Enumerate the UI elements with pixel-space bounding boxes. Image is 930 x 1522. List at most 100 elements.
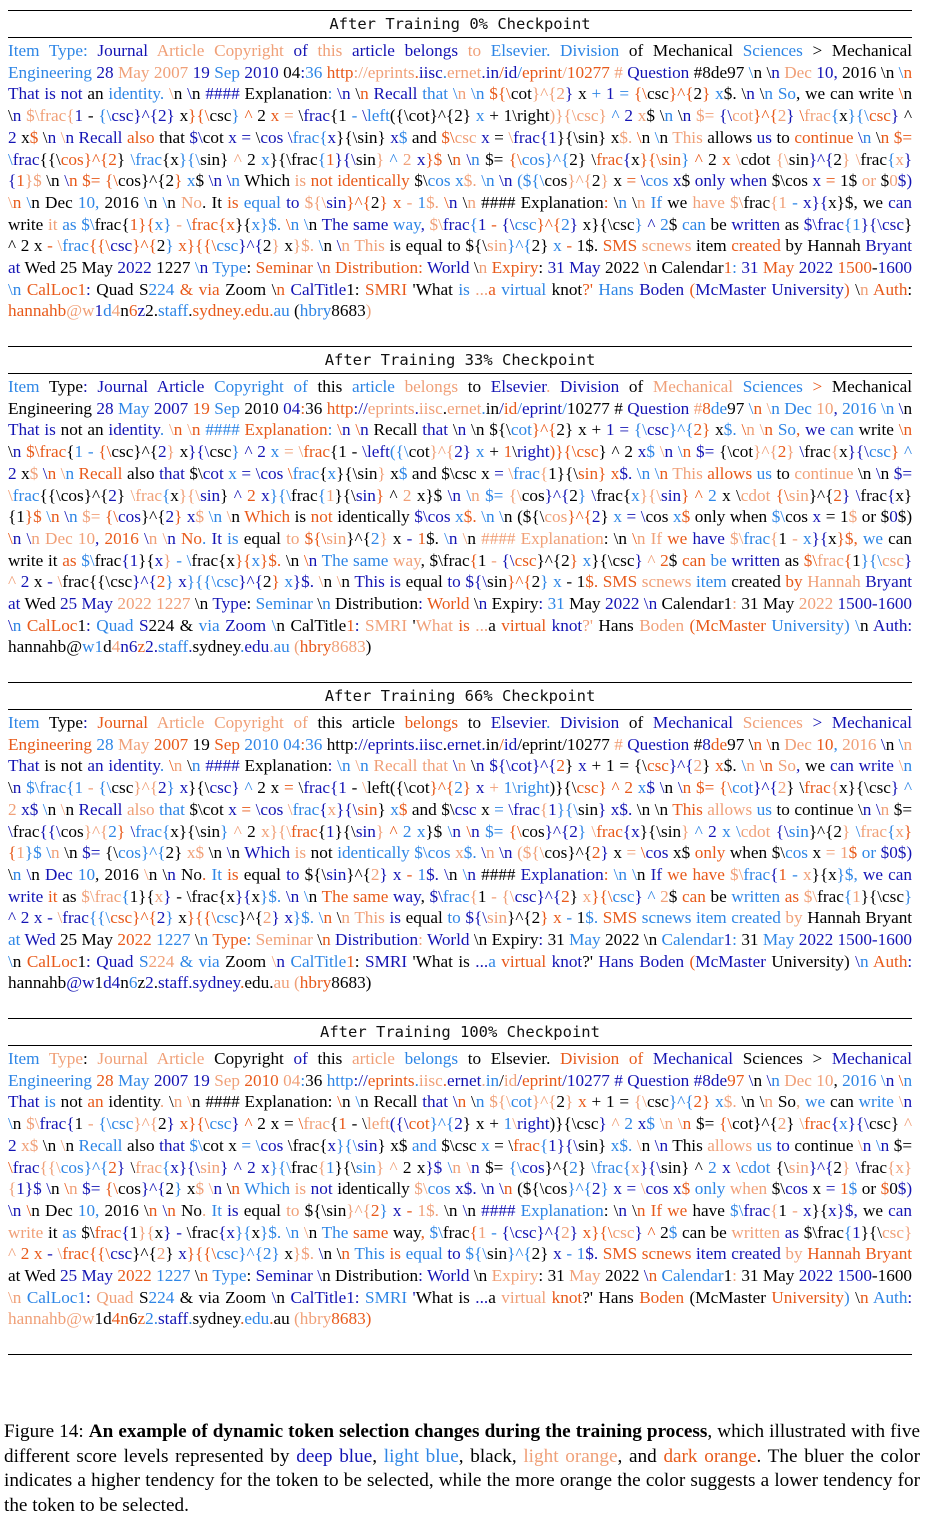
token: n [452, 149, 461, 169]
token: 2 [591, 1179, 601, 1199]
token: 10 [77, 1200, 96, 1220]
token: to [467, 713, 482, 732]
token: Boden [639, 615, 685, 635]
token: }^{ [668, 1092, 694, 1112]
token: csc [454, 463, 477, 483]
token: Sep [214, 398, 240, 418]
token: n [457, 756, 467, 776]
token: }^{ [668, 84, 694, 104]
token: 2 [693, 1092, 703, 1112]
token: x [631, 1157, 640, 1177]
token: 1 [839, 843, 849, 863]
token: }^{ [133, 1114, 158, 1134]
token: x [416, 485, 426, 505]
token: n [276, 615, 286, 635]
token: 2 [454, 106, 463, 126]
token: }{\ [336, 127, 358, 147]
caption-label: Figure 14: [4, 1421, 84, 1442]
token: n [467, 1200, 476, 1220]
token: n [31, 192, 40, 212]
token: eprints [367, 398, 415, 418]
token: 2 [8, 1135, 17, 1155]
token: This [354, 236, 385, 256]
token: is [458, 279, 470, 299]
token: frac [303, 778, 331, 798]
token: ${\ [489, 420, 511, 440]
token: {\ [501, 1222, 515, 1242]
token: n [290, 886, 300, 906]
token: }$ [425, 149, 443, 169]
token: \ [8, 192, 13, 212]
token: \ [298, 1114, 304, 1134]
token: cos [60, 149, 84, 169]
token: Quad [96, 1287, 134, 1307]
token: Wed [24, 258, 56, 278]
token: Seminar [255, 594, 313, 614]
token: $ [848, 843, 858, 863]
token: n [191, 420, 201, 440]
token: n [47, 799, 57, 819]
token: frac [12, 1157, 40, 1177]
token: : [327, 420, 333, 440]
token: \ [303, 1222, 309, 1242]
token: The [321, 886, 349, 906]
token: { [830, 778, 840, 798]
token: Article [156, 713, 205, 732]
token: Distribution [335, 930, 419, 950]
token: Expiry [491, 930, 539, 950]
token: 2016 [104, 1200, 139, 1220]
token: \ [512, 778, 518, 798]
token: { [66, 1114, 75, 1134]
token: write [8, 886, 44, 906]
token: } [598, 778, 607, 798]
token: Bryant [865, 236, 912, 256]
token: \ [654, 1135, 660, 1155]
token: x [33, 572, 43, 592]
token: hbry [299, 1309, 332, 1329]
token: \ [632, 864, 637, 884]
token: csc [216, 236, 239, 256]
token: x [613, 843, 622, 863]
token: 1 [417, 528, 427, 548]
token: {\ [633, 84, 647, 104]
token: Elsevier [490, 1049, 547, 1068]
token: 1 [338, 778, 347, 798]
token: Auth [873, 1287, 908, 1307]
token: } [174, 507, 183, 527]
token: n [31, 528, 40, 548]
token: ^ [233, 1157, 242, 1177]
token: knot [551, 279, 583, 299]
token: }^{ [668, 420, 694, 440]
token: csc [882, 550, 904, 570]
token: 1 [325, 1157, 335, 1177]
token: / [517, 62, 522, 82]
token: it [48, 550, 58, 570]
token: \ [613, 1200, 619, 1220]
token: { [539, 127, 549, 147]
token: to [447, 1244, 461, 1264]
token: n [880, 799, 890, 819]
token: May [81, 594, 114, 614]
token: n [746, 756, 755, 776]
token: eprint [522, 1070, 563, 1090]
token: 36 [305, 62, 323, 82]
token: cos [544, 171, 568, 191]
token: x [284, 1244, 293, 1264]
token: CalLoc [26, 615, 78, 635]
token: can [681, 1222, 706, 1242]
token: csc [576, 778, 599, 798]
token: $. [619, 1135, 633, 1155]
token: frac [303, 106, 331, 126]
token: $ [29, 127, 39, 147]
token: ernet [447, 1070, 482, 1090]
token: } [569, 1222, 578, 1242]
token: $) [897, 1179, 912, 1199]
token: Division [560, 1049, 620, 1068]
token: n [467, 864, 476, 884]
token: sin [788, 1157, 809, 1177]
token: )}{\ [549, 778, 577, 798]
token: Distribution [335, 1266, 419, 1286]
token: 2 [165, 1179, 175, 1199]
token: Explanation [244, 420, 328, 440]
token: n [485, 843, 495, 863]
